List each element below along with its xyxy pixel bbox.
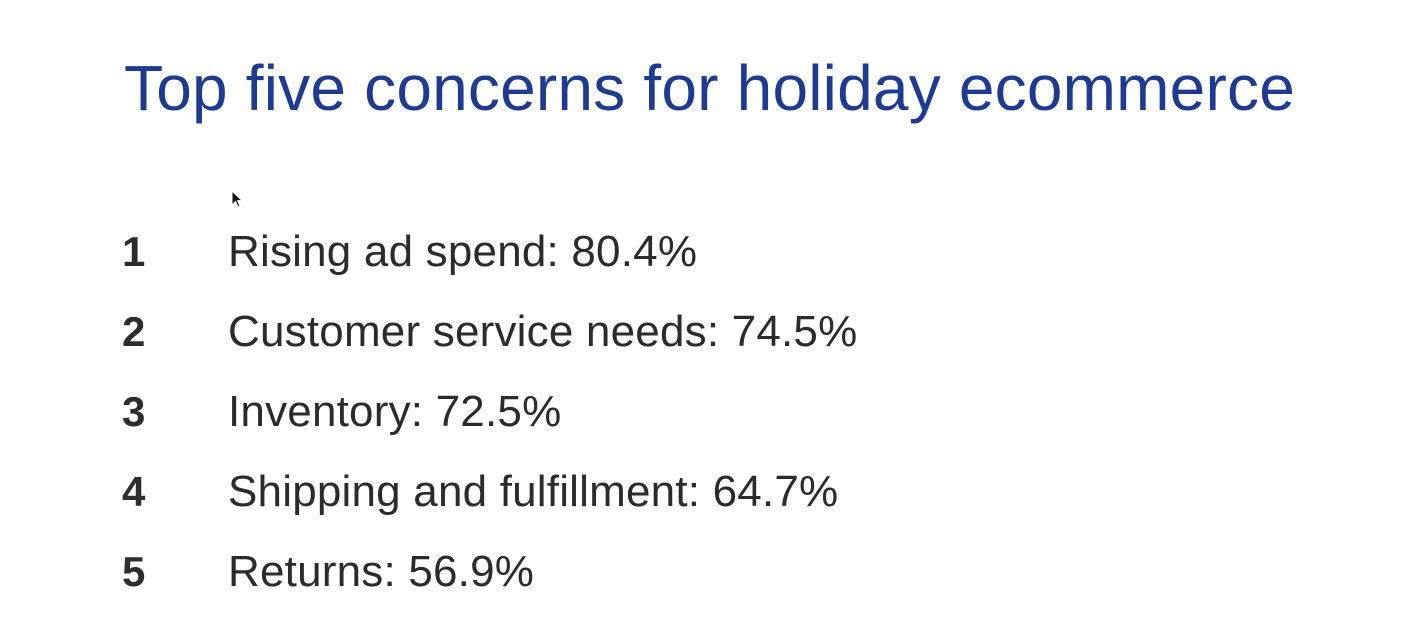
item-text: Rising ad spend: 80.4% xyxy=(228,227,698,276)
mouse-pointer-icon xyxy=(231,190,243,208)
item-number: 3 xyxy=(122,388,146,435)
list-item: 3 Inventory: 72.5% xyxy=(122,372,857,452)
item-number: 1 xyxy=(122,228,146,275)
item-text: Customer service needs: 74.5% xyxy=(228,307,858,356)
list-item: 2 Customer service needs: 74.5% xyxy=(122,292,857,372)
item-text: Shipping and fulfillment: 64.7% xyxy=(228,467,839,516)
item-text: Returns: 56.9% xyxy=(228,547,535,596)
item-number: 2 xyxy=(122,308,146,355)
item-number: 4 xyxy=(122,468,146,515)
slide-title: Top five concerns for holiday ecommerce xyxy=(124,52,1295,124)
item-number: 5 xyxy=(122,548,146,595)
list-item: 1 Rising ad spend: 80.4% xyxy=(122,212,857,292)
concerns-list: 1 Rising ad spend: 80.4% 2 Customer serv… xyxy=(122,212,857,612)
list-item: 4 Shipping and fulfillment: 64.7% xyxy=(122,452,857,532)
list-item: 5 Returns: 56.9% xyxy=(122,532,857,612)
item-text: Inventory: 72.5% xyxy=(228,387,562,436)
